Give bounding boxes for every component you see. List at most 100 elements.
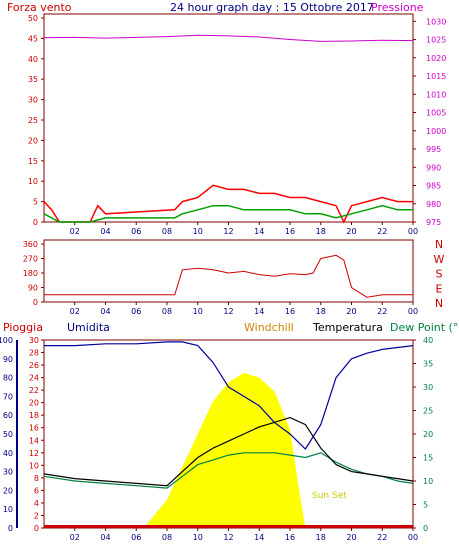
rain-y-label: 12 xyxy=(29,449,39,458)
humidity-x-label: 18 xyxy=(316,533,326,542)
pressure-y-label: 1010 xyxy=(426,90,446,99)
wind-x-label: 12 xyxy=(223,227,233,236)
wind-x-label: 04 xyxy=(100,227,110,236)
wind-gust-line xyxy=(43,184,413,224)
graph-title: 24 hour graph day : 15 Ottobre 2017 xyxy=(170,1,374,14)
rain-y-label: 22 xyxy=(29,386,39,395)
sunset-annotation: Sun Set xyxy=(312,491,347,501)
wind-panel-frame xyxy=(43,13,414,223)
humidity-x-label: 06 xyxy=(131,533,141,542)
wind-y-label: 5 xyxy=(33,198,38,207)
direction-x-label: 06 xyxy=(131,307,141,316)
legend-temperature: Temperatura xyxy=(313,321,383,334)
wind-x-label: 10 xyxy=(193,227,203,236)
pressure-y-label: 985 xyxy=(426,182,441,191)
compass-label: E xyxy=(436,282,443,295)
direction-x-label: 02 xyxy=(70,307,80,316)
rain-y-label: 16 xyxy=(29,424,39,433)
direction-y-label: 360 xyxy=(23,240,38,249)
pressure-y-label: 995 xyxy=(426,145,441,154)
temp-y-label: 10 xyxy=(423,477,433,486)
temp-y-label: 40 xyxy=(423,336,433,345)
pressure-line xyxy=(43,34,414,42)
direction-x-label: 12 xyxy=(223,307,233,316)
rain-y-label: 28 xyxy=(29,349,39,358)
temp-y-label: 5 xyxy=(423,501,428,510)
pressure-y-label: 975 xyxy=(426,218,441,227)
humidity-y-label: 60 xyxy=(3,411,13,420)
pressure-y-label: 1000 xyxy=(426,127,446,136)
rain-y-label: 4 xyxy=(34,499,39,508)
dewpoint-line xyxy=(43,452,414,489)
temp-y-label: 20 xyxy=(423,430,433,439)
wind-x-label: 18 xyxy=(316,227,326,236)
rain-y-label: 20 xyxy=(29,399,39,408)
wind-y-label: 35 xyxy=(28,75,38,84)
humidity-y-label: 80 xyxy=(3,374,13,383)
temp-y-label: 30 xyxy=(423,383,433,392)
pressure-axis-title: Pressione xyxy=(371,1,424,14)
wind-average-line xyxy=(43,204,413,223)
temp-y-label: 35 xyxy=(423,360,433,369)
rain-baseline xyxy=(44,525,413,528)
solar-radiation-area xyxy=(143,372,306,528)
wind-y-label: 20 xyxy=(28,136,38,145)
compass-label: W xyxy=(434,253,445,266)
legend-dewpoint: Dew Point (°C xyxy=(390,321,459,334)
direction-x-label: 14 xyxy=(254,307,264,316)
wind-x-label: 06 xyxy=(131,227,141,236)
rain-y-label: 2 xyxy=(34,511,39,520)
rain-y-label: 10 xyxy=(29,461,39,470)
wind-x-label: 00 xyxy=(408,227,418,236)
pressure-y-label: 1020 xyxy=(426,54,446,63)
compass-label: N xyxy=(435,297,443,310)
wind-x-label: 14 xyxy=(254,227,264,236)
direction-x-label: 22 xyxy=(377,307,387,316)
direction-y-label: 180 xyxy=(23,269,38,278)
wind-x-label: 22 xyxy=(377,227,387,236)
rain-y-label: 30 xyxy=(29,336,39,345)
pressure-y-label: 990 xyxy=(426,163,441,172)
pressure-y-label: 1030 xyxy=(426,17,446,26)
direction-y-label: 90 xyxy=(28,284,38,293)
rain-y-label: 18 xyxy=(29,411,39,420)
wind-y-label: 50 xyxy=(28,14,38,23)
temp-y-label: 0 xyxy=(423,524,428,533)
wind-direction-line xyxy=(44,254,413,298)
rain-y-label: 6 xyxy=(34,486,39,495)
wind-y-label: 0 xyxy=(33,218,38,227)
humidity-y-label: 0 xyxy=(8,524,13,533)
humidity-y-label: 90 xyxy=(3,355,13,364)
direction-y-label: 0 xyxy=(33,298,38,307)
wind-x-label: 16 xyxy=(285,227,295,236)
direction-y-label: 270 xyxy=(23,255,38,264)
direction-x-label: 00 xyxy=(408,307,418,316)
humidity-y-label: 70 xyxy=(3,392,13,401)
legend-windchill: Windchill xyxy=(244,321,294,334)
humidity-y-label: 10 xyxy=(3,505,13,514)
direction-x-label: 20 xyxy=(346,307,356,316)
temperature-line xyxy=(43,416,414,487)
compass-label: S xyxy=(436,268,443,281)
direction-x-label: 16 xyxy=(285,307,295,316)
humidity-x-label: 00 xyxy=(408,533,418,542)
rain-y-label: 24 xyxy=(29,374,39,383)
wind-y-label: 30 xyxy=(28,96,38,105)
humidity-x-label: 16 xyxy=(285,533,295,542)
humidity-x-label: 22 xyxy=(377,533,387,542)
wind-x-label: 02 xyxy=(70,227,80,236)
pressure-y-label: 980 xyxy=(426,200,441,209)
direction-x-label: 04 xyxy=(100,307,110,316)
rain-y-label: 26 xyxy=(29,361,39,370)
wind-y-label: 10 xyxy=(28,177,38,186)
direction-x-label: 08 xyxy=(162,307,172,316)
wind-y-label: 25 xyxy=(28,116,38,125)
direction-x-label: 18 xyxy=(316,307,326,316)
pressure-y-label: 1005 xyxy=(426,109,446,118)
humidity-y-label: 20 xyxy=(3,486,13,495)
pressure-y-label: 1025 xyxy=(426,36,446,45)
pressure-y-label: 1015 xyxy=(426,72,446,81)
humidity-x-label: 20 xyxy=(346,533,356,542)
